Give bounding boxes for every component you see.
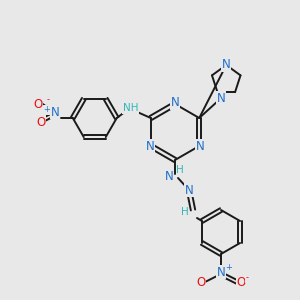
Text: N: N	[184, 184, 194, 196]
Text: NH: NH	[123, 103, 139, 113]
Text: O: O	[196, 275, 206, 289]
Text: H: H	[176, 165, 184, 175]
Text: N: N	[171, 97, 179, 110]
Text: N: N	[196, 140, 205, 152]
Text: N: N	[146, 140, 154, 152]
Text: +: +	[226, 262, 232, 272]
Text: N: N	[165, 169, 173, 182]
Text: N: N	[217, 92, 226, 104]
Text: -: -	[245, 274, 248, 283]
Text: H: H	[181, 207, 189, 217]
Text: N: N	[222, 58, 231, 71]
Text: N: N	[217, 266, 225, 278]
Text: N: N	[50, 106, 59, 118]
Text: +: +	[43, 106, 50, 115]
Text: -: -	[46, 95, 49, 104]
Text: O: O	[36, 116, 45, 128]
Text: O: O	[33, 98, 42, 110]
Text: O: O	[236, 275, 246, 289]
